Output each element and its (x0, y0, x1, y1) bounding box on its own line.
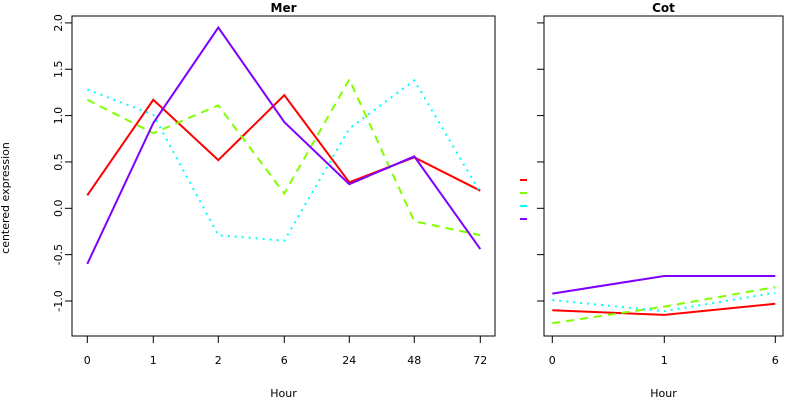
series-line-4 (86, 25, 482, 265)
series-line-2 (86, 77, 481, 237)
y-axis-label: centered expression (0, 142, 12, 254)
x-axis-label: Hour (650, 387, 677, 400)
x-tick-label: 2 (215, 354, 222, 367)
x-tick-label: 72 (473, 354, 487, 367)
x-tick-label: 0 (549, 354, 556, 367)
y-tick-label: 1.0 (52, 107, 65, 125)
panel-title: Cot (652, 1, 675, 15)
y-tick-label: -1.0 (52, 290, 65, 311)
plot-frame (71, 15, 496, 337)
plot-frame (543, 15, 784, 337)
x-tick-label: 6 (281, 354, 288, 367)
panel-cot: Cot 0 1 6 Hour (537, 1, 784, 400)
series-line-3 (86, 78, 482, 242)
y-tick-label: 1.5 (52, 61, 65, 79)
panel-mer: Mer -1.0 -0.5 0.0 0.5 1.0 1.5 2.0 0 1 2 6 24 48 72 Hour (52, 1, 496, 400)
y-tick-label: -0.5 (52, 244, 65, 265)
series-line-1 (86, 93, 481, 196)
x-tick-label: 48 (407, 354, 421, 367)
y-tick-label: 0.0 (52, 200, 65, 218)
x-tick-label: 1 (150, 354, 157, 367)
y-tick-label: 0.5 (52, 153, 65, 171)
x-tick-label: 6 (772, 354, 779, 367)
y-tick-label: 2.0 (52, 14, 65, 32)
series-line-3 (552, 291, 776, 313)
x-tick-label: 1 (661, 354, 668, 367)
series-line-2 (552, 286, 776, 325)
x-tick-label: 0 (84, 354, 91, 367)
series-line-4 (552, 275, 776, 295)
x-axis-label: Hour (270, 387, 297, 400)
legend (520, 179, 527, 220)
x-tick-label: 24 (342, 354, 356, 367)
series-line-1 (552, 302, 776, 316)
panel-title: Mer (271, 1, 297, 15)
